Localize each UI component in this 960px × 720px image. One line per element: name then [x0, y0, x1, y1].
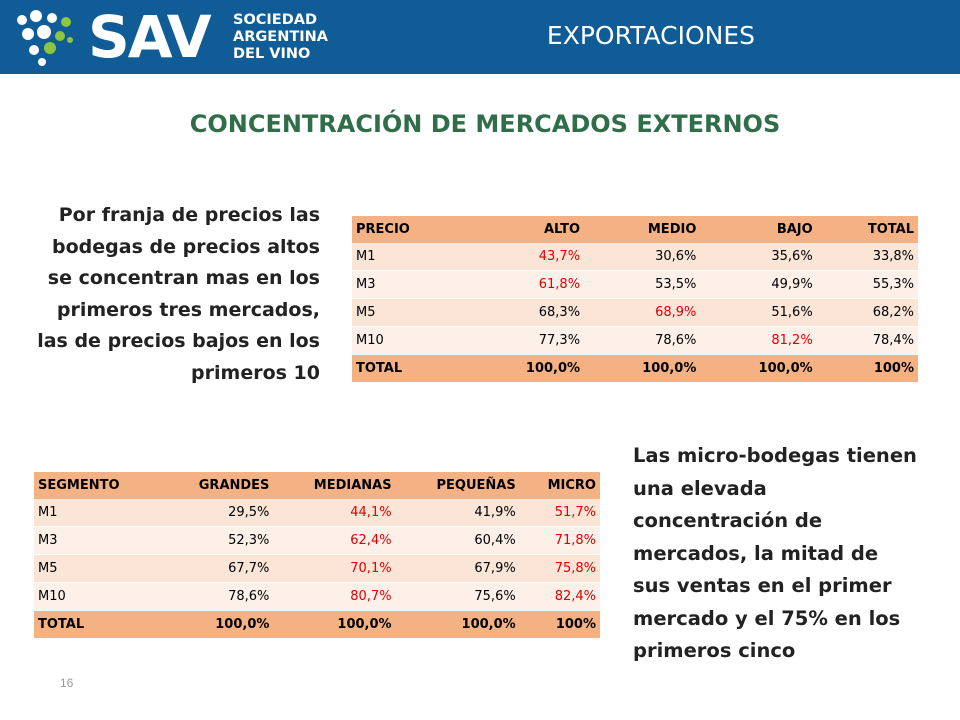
table-cell: 29,5%: [161, 499, 274, 527]
right-paragraph: Las micro-bodegas tienen una elevada con…: [633, 444, 917, 662]
table-cell: 78,6%: [161, 582, 274, 611]
table-cell: 75,6%: [395, 582, 520, 611]
table-cell: M5: [352, 298, 468, 327]
table-row: M3 52,3% 62,4% 60,4% 71,8%: [34, 526, 600, 555]
table-row: M1 43,7% 30,6% 35,6% 33,8%: [352, 243, 918, 271]
table-cell: 60,4%: [395, 526, 520, 555]
table-header-row: SEGMENTO GRANDES MEDIANAS PEQUEÑAS MICRO: [34, 472, 600, 499]
table-row: M3 61,8% 53,5% 49,9% 55,3%: [352, 270, 918, 299]
column-header: MEDIO: [584, 216, 701, 243]
table-cell: 70,1%: [273, 554, 396, 583]
table-cell: 68,9%: [584, 298, 701, 327]
table-cell: M1: [34, 499, 162, 527]
total-cell: 100%: [519, 610, 600, 638]
grape-logo-icon: [17, 10, 73, 66]
column-header: ALTO: [467, 216, 585, 243]
table-cell: 68,2%: [816, 298, 918, 327]
table-cell: 51,6%: [700, 298, 817, 327]
table-cell: 61,8%: [467, 270, 585, 299]
table-cell: 62,4%: [273, 526, 396, 555]
column-header: MICRO: [519, 472, 600, 499]
total-cell: 100,0%: [700, 354, 817, 382]
logo-subtitle: SOCIEDAD ARGENTINA DEL VINO: [233, 12, 328, 63]
logo-sav-text: SAV: [88, 3, 212, 71]
total-cell: TOTAL: [34, 610, 162, 638]
table-total-row: TOTAL 100,0% 100,0% 100,0% 100%: [34, 610, 600, 638]
table-cell: M10: [352, 326, 468, 355]
table-cell: 52,3%: [161, 526, 274, 555]
table-cell: M3: [352, 270, 468, 299]
total-cell: 100,0%: [273, 610, 396, 638]
column-header: PRECIO: [352, 216, 468, 243]
top-banner: SAV SOCIEDAD ARGENTINA DEL VINO EXPORTAC…: [0, 0, 960, 74]
table-row: M5 67,7% 70,1% 67,9% 75,8%: [34, 554, 600, 583]
column-header: PEQUEÑAS: [395, 472, 520, 499]
table-header-row: PRECIO ALTO MEDIO BAJO TOTAL: [352, 216, 918, 243]
section-title: EXPORTACIONES: [546, 21, 755, 50]
table-cell: M1: [352, 243, 468, 271]
total-cell: 100,0%: [161, 610, 274, 638]
table-total-row: TOTAL 100,0% 100,0% 100,0% 100%: [352, 354, 918, 382]
table-row: M5 68,3% 68,9% 51,6% 68,2%: [352, 298, 918, 327]
table-cell: 67,7%: [161, 554, 274, 583]
table-cell: M3: [34, 526, 162, 555]
table-cell: M10: [34, 582, 162, 611]
table-cell: 67,9%: [395, 554, 520, 583]
slide-title: CONCENTRACIÓN DE MERCADOS EXTERNOS: [189, 110, 781, 138]
table-cell: 80,7%: [273, 582, 396, 611]
table-cell: 55,3%: [816, 270, 918, 299]
logo-line: SOCIEDAD: [233, 12, 318, 28]
table-cell: 41,9%: [395, 499, 520, 527]
table-cell: 78,4%: [816, 326, 918, 355]
table-cell: 30,6%: [584, 243, 701, 271]
table-row: M1 29,5% 44,1% 41,9% 51,7%: [34, 499, 600, 527]
table-cell: 81,2%: [700, 326, 817, 355]
left-paragraph: Por franja de precios las bodegas de pre…: [37, 204, 320, 384]
column-header: MEDIANAS: [273, 472, 396, 499]
table-row: M10 78,6% 80,7% 75,6% 82,4%: [34, 582, 600, 611]
logo-line: ARGENTINA: [233, 29, 328, 45]
table-cell: 82,4%: [519, 582, 600, 611]
total-cell: 100%: [816, 354, 918, 382]
table-row: M10 77,3% 78,6% 81,2% 78,4%: [352, 326, 918, 355]
total-cell: 100,0%: [395, 610, 520, 638]
total-cell: TOTAL: [352, 354, 468, 382]
table-cell: 75,8%: [519, 554, 600, 583]
segment-table: SEGMENTO GRANDES MEDIANAS PEQUEÑAS MICRO M1 29…: [34, 472, 600, 638]
table-cell: 68,3%: [467, 298, 585, 327]
table-cell: 33,8%: [816, 243, 918, 271]
table-cell: 49,9%: [700, 270, 817, 299]
column-header: GRANDES: [161, 472, 274, 499]
page-number: 16: [60, 676, 74, 690]
table-cell: 44,1%: [273, 499, 396, 527]
price-range-table: PRECIO ALTO MEDIO BAJO TOTAL M1 43,7% 30,6% 35,6…: [352, 216, 918, 382]
logo-line: DEL VINO: [233, 46, 311, 62]
total-cell: 100,0%: [584, 354, 701, 382]
table-cell: 43,7%: [467, 243, 585, 271]
table-cell: M5: [34, 554, 162, 583]
column-header: SEGMENTO: [34, 472, 162, 499]
table-cell: 71,8%: [519, 526, 600, 555]
table-cell: 51,7%: [519, 499, 600, 527]
table-cell: 77,3%: [467, 326, 585, 355]
column-header: BAJO: [700, 216, 817, 243]
column-header: TOTAL: [816, 216, 918, 243]
table-cell: 53,5%: [584, 270, 701, 299]
table-cell: 78,6%: [584, 326, 701, 355]
table-cell: 35,6%: [700, 243, 817, 271]
total-cell: 100,0%: [467, 354, 585, 382]
